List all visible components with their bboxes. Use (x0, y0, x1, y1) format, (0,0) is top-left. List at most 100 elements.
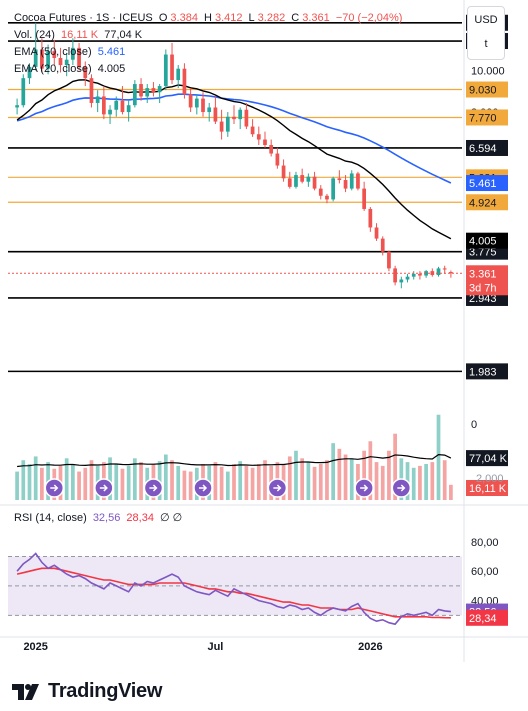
volume-tick-label: 2,000 (476, 473, 504, 485)
candle-body (27, 66, 32, 79)
candle-body (151, 88, 156, 93)
candle-body (46, 51, 50, 69)
volume-bar (436, 414, 441, 500)
ema50-label[interactable]: EMA (50, close) (14, 46, 92, 58)
volume-bar (89, 460, 94, 500)
level-label: 7.770 (469, 112, 497, 124)
high-label: H (204, 12, 212, 24)
volume-bar (325, 460, 329, 500)
candle-body (238, 109, 243, 120)
volume-bar (306, 462, 311, 500)
ema50-legend: EMA (50, close) 5.461 (14, 45, 128, 59)
arrow-right-icon (397, 484, 406, 492)
volume-bar (126, 465, 131, 500)
arrow-right-icon (149, 484, 158, 492)
volume-bar (418, 465, 422, 500)
volume-bar (312, 466, 317, 500)
rsi-tick-label: 80,00 (471, 537, 499, 549)
volume-bar (219, 466, 224, 500)
last-price-tag-bg (466, 265, 508, 296)
high-value: 3.412 (214, 12, 243, 24)
candle-body (225, 116, 230, 132)
open-value: 3.384 (170, 12, 198, 24)
volume-bar (256, 464, 261, 500)
candle-body (207, 107, 212, 113)
last-price-label: 3.361 (469, 268, 497, 280)
volume-last-tag-bg (466, 480, 508, 496)
arrow-right-icon (50, 484, 59, 492)
volume-bar (374, 462, 379, 500)
volume-ma-tag: 77,04 K (469, 453, 508, 465)
candle-body (15, 105, 19, 108)
volume-bar (424, 464, 428, 500)
volume-bar (27, 464, 32, 500)
candle-body (201, 98, 205, 113)
candle-body (232, 116, 236, 120)
volume-bar (77, 471, 81, 500)
volume-last-tag: 16,11 K (469, 483, 507, 495)
candle-body (52, 51, 57, 58)
volume-bar (40, 467, 44, 500)
rsi-ma-value: 28,34 (126, 512, 154, 524)
candle-body (250, 126, 255, 135)
candle-body (393, 268, 397, 283)
candle-body (331, 178, 336, 200)
level-label: 6.594 (469, 143, 497, 155)
volume-bar (387, 450, 391, 500)
volume-bar (213, 462, 218, 500)
volume-bar (15, 471, 19, 500)
volume-bar (132, 458, 137, 500)
level-label-bg (466, 109, 508, 126)
volume-bar (331, 443, 336, 500)
candle-body (95, 96, 100, 103)
volume-bar (114, 464, 119, 500)
volume-bar (337, 448, 342, 500)
rsi-label[interactable]: RSI (14, close) (14, 512, 87, 524)
x-tick-label: 2025 (23, 641, 47, 653)
level-label-bg (466, 81, 508, 98)
candle-body (449, 272, 453, 274)
volume-bar (33, 456, 38, 500)
level-label: 2.943 (469, 293, 497, 305)
ema20-tag-bg (466, 232, 508, 249)
x-tick-label: Jul (207, 641, 223, 653)
tradingview-branding: TradingView (12, 680, 162, 703)
candle-body (40, 49, 44, 69)
volume-bar (83, 467, 88, 500)
candle-body (294, 175, 298, 187)
volume-bar (182, 470, 187, 500)
volume-bar (21, 460, 26, 500)
level-label: 3.775 (469, 247, 497, 259)
unit-label: t (484, 38, 488, 50)
candle-body (318, 188, 323, 196)
volume-ma-tag-bg (466, 450, 508, 467)
volume-label[interactable]: Vol. (24) (14, 29, 55, 41)
candle-body (349, 173, 354, 189)
volume-tick-label: 0 (471, 419, 477, 431)
volume-bar (343, 454, 348, 500)
close-value: 3.361 (302, 12, 330, 24)
candle-body (188, 94, 193, 108)
volume-bar (442, 460, 447, 500)
ema20-legend: EMA (20, close) 4.005 (14, 62, 128, 76)
rsi-extra-value: ∅ ∅ (160, 512, 183, 524)
ema20-label[interactable]: EMA (20, close) (14, 63, 92, 75)
candle-body (58, 57, 63, 66)
volume-bar (163, 454, 168, 500)
volume-bar (120, 468, 125, 500)
candle-body (21, 78, 26, 106)
price-tick-label: 10.000 (471, 66, 505, 78)
tradingview-logo-icon (12, 683, 39, 700)
x-tick-label: 2026 (358, 641, 382, 653)
volume-bar (250, 467, 255, 500)
volume-bar (232, 464, 236, 500)
symbol-title[interactable]: Cocoa Futures · 1S · ICEUS (14, 12, 153, 24)
volume-bar (225, 471, 230, 500)
volume-bar (188, 471, 193, 500)
candle-body (387, 251, 391, 269)
arrow-right-icon (99, 484, 108, 492)
candle-body (411, 273, 416, 277)
candle-body (77, 47, 81, 67)
candle-body (368, 208, 373, 228)
currency-unit-selector[interactable]: USD t (467, 6, 505, 60)
